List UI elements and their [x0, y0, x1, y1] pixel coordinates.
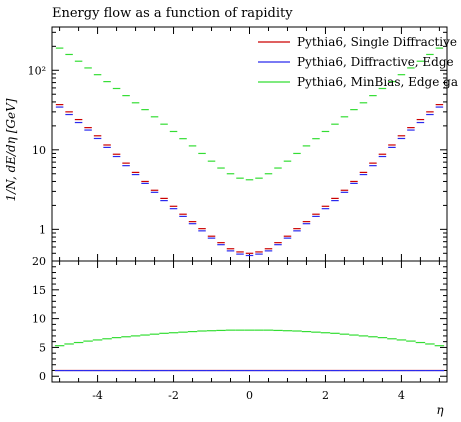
x-tick-label: -4	[92, 389, 103, 402]
chart-title: Energy flow as a function of rapidity	[52, 6, 293, 21]
ratio-y-tick-label: 20	[32, 255, 46, 268]
ratio-panel: 0 5 10 15 20 -4 -2 0 2 4 η	[32, 255, 448, 417]
ratio-plot-frame	[51, 260, 448, 383]
x-axis-label: η	[436, 403, 444, 417]
ratio-y-tick-label: 0	[39, 370, 46, 383]
main-y-tick-label: 1	[39, 223, 46, 236]
x-tick-label: 4	[398, 389, 405, 402]
ratio-y-axis: 0 5 10 15 20	[32, 255, 447, 383]
main-series	[55, 47, 444, 257]
main-y-tick-label: 10	[32, 144, 46, 157]
main-panel: 1 10 10² 1/N, dE/dη [GeV]	[4, 26, 448, 262]
x-axis: -4 -2 0 2 4	[59, 261, 440, 402]
main-y-tick-label: 10²	[28, 64, 46, 77]
legend-label-series-2: Pythia6, Diffractive, Edge	[297, 55, 454, 69]
legend-label-series-1: Pythia6, Single Diffractive	[297, 35, 457, 49]
x-tick-label: 2	[322, 389, 329, 402]
ratio-series	[54, 329, 445, 372]
x-tick-label: 0	[246, 389, 253, 402]
ratio-y-tick-label: 15	[32, 284, 46, 297]
ratio-y-tick-label: 5	[39, 341, 46, 354]
ratio-y-tick-label: 10	[32, 313, 46, 326]
main-x-ticks	[59, 27, 440, 261]
legend-label-series-3: Pythia6, MinBias, Edge ga	[297, 75, 458, 89]
main-y-axis-label: 1/N, dE/dη [GeV]	[4, 98, 18, 201]
legend: Pythia6, Single Diffractive Pythia6, Dif…	[258, 35, 458, 89]
x-tick-label: -2	[168, 389, 179, 402]
